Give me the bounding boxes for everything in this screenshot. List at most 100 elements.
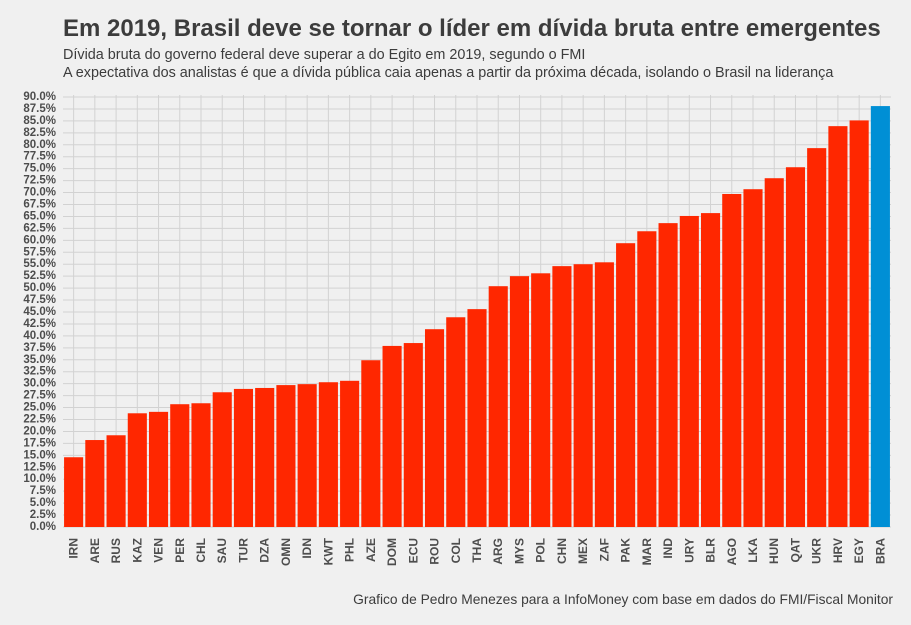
y-tick-label: 7.5% bbox=[30, 485, 56, 497]
y-tick-label: 0.0% bbox=[30, 521, 56, 533]
bar-DZA bbox=[255, 387, 275, 527]
bar-SAU bbox=[212, 392, 232, 527]
x-tick-label-BLR: BLR bbox=[704, 538, 718, 563]
x-tick-label-MYS: MYS bbox=[512, 538, 526, 564]
bar-MYS bbox=[509, 276, 530, 527]
bar-MEX bbox=[573, 264, 593, 527]
bar-VEN bbox=[148, 411, 169, 527]
x-tick-label-LKA: LKA bbox=[746, 538, 760, 563]
y-tick-label: 60.0% bbox=[23, 234, 56, 246]
bar-DOM bbox=[382, 345, 402, 527]
bar-ARG bbox=[488, 286, 508, 527]
x-tick-label-ROU: ROU bbox=[428, 538, 442, 565]
bar-IDN bbox=[297, 384, 317, 527]
x-tick-label-THA: THA bbox=[470, 538, 484, 563]
y-tick-label: 35.0% bbox=[23, 354, 56, 366]
bar-HUN bbox=[764, 178, 784, 527]
y-tick-label: 57.5% bbox=[23, 246, 56, 258]
bar-RUS bbox=[106, 435, 126, 527]
y-tick-label: 30.0% bbox=[23, 378, 56, 390]
x-tick-label-HRV: HRV bbox=[831, 538, 845, 563]
bar-POL bbox=[531, 273, 551, 527]
x-tick-label-TUR: TUR bbox=[236, 538, 250, 563]
y-tick-label: 42.5% bbox=[23, 318, 56, 330]
y-tick-label: 25.0% bbox=[23, 402, 56, 414]
x-tick-label-POL: POL bbox=[534, 538, 548, 563]
y-axis-tick-labels: 0.0%2.5%5.0%7.5%10.0%12.5%15.0%17.5%20.0… bbox=[23, 91, 56, 533]
x-tick-label-HUN: HUN bbox=[767, 538, 781, 564]
x-tick-label-AZE: AZE bbox=[364, 538, 378, 562]
x-tick-label-PER: PER bbox=[173, 538, 187, 563]
y-tick-label: 62.5% bbox=[23, 222, 56, 234]
y-tick-label: 70.0% bbox=[23, 187, 56, 199]
y-tick-label: 77.5% bbox=[23, 151, 56, 163]
y-tick-label: 50.0% bbox=[23, 282, 56, 294]
bar-BRA bbox=[870, 106, 890, 528]
x-tick-label-SAU: SAU bbox=[215, 538, 229, 563]
x-tick-label-CHN: CHN bbox=[555, 538, 569, 564]
chart-title: Em 2019, Brasil deve se tornar o líder e… bbox=[63, 15, 881, 42]
y-tick-label: 80.0% bbox=[23, 139, 56, 151]
y-tick-label: 82.5% bbox=[23, 127, 56, 139]
y-tick-label: 67.5% bbox=[23, 199, 56, 211]
x-tick-label-QAT: QAT bbox=[788, 537, 802, 562]
x-tick-label-URY: URY bbox=[682, 538, 696, 563]
y-tick-label: 22.5% bbox=[23, 414, 56, 426]
y-tick-label: 40.0% bbox=[23, 330, 56, 342]
y-tick-label: 75.0% bbox=[23, 163, 56, 175]
bar-EGY bbox=[849, 120, 869, 528]
x-tick-label-RUS: RUS bbox=[109, 538, 123, 563]
x-tick-label-MEX: MEX bbox=[576, 538, 590, 564]
x-tick-label-MAR: MAR bbox=[640, 538, 654, 566]
bar-PAK bbox=[616, 243, 636, 527]
x-tick-label-PAK: PAK bbox=[619, 538, 633, 563]
x-tick-label-COL: COL bbox=[449, 538, 463, 563]
y-tick-label: 15.0% bbox=[23, 449, 56, 461]
chart-subtitle-line-1: Dívida bruta do governo federal deve sup… bbox=[63, 47, 585, 63]
bar-TUR bbox=[233, 388, 254, 527]
bar-KWT bbox=[318, 382, 338, 527]
bar-ARE bbox=[85, 440, 105, 527]
y-tick-label: 27.5% bbox=[23, 390, 56, 402]
x-tick-label-IRN: IRN bbox=[67, 538, 81, 559]
bar-ZAF bbox=[594, 262, 614, 527]
y-tick-label: 2.5% bbox=[30, 509, 56, 521]
y-tick-label: 87.5% bbox=[23, 103, 56, 115]
y-tick-label: 55.0% bbox=[23, 258, 56, 270]
y-tick-label: 5.0% bbox=[30, 497, 56, 509]
x-tick-label-ECU: ECU bbox=[406, 538, 420, 563]
y-tick-label: 37.5% bbox=[23, 342, 56, 354]
x-tick-label-ARE: ARE bbox=[88, 538, 102, 563]
y-tick-label: 32.5% bbox=[23, 366, 56, 378]
x-tick-label-OMN: OMN bbox=[279, 538, 293, 566]
x-tick-label-ZAF: ZAF bbox=[597, 538, 611, 561]
bar-CHL bbox=[191, 403, 211, 527]
y-tick-label: 72.5% bbox=[23, 175, 56, 187]
bar-HRV bbox=[828, 126, 848, 528]
x-tick-label-ARG: ARG bbox=[491, 538, 505, 565]
bar-CHN bbox=[552, 266, 572, 527]
x-tick-label-VEN: VEN bbox=[152, 538, 166, 563]
bar-IRN bbox=[64, 457, 84, 527]
x-tick-label-KWT: KWT bbox=[321, 537, 335, 565]
bar-AGO bbox=[722, 193, 742, 527]
bar-KAZ bbox=[127, 413, 147, 527]
bar-IND bbox=[658, 223, 678, 527]
x-tick-label-BRA: BRA bbox=[873, 538, 887, 564]
bar-BLR bbox=[700, 213, 721, 527]
y-tick-label: 52.5% bbox=[23, 270, 56, 282]
bar-QAT bbox=[785, 167, 806, 527]
x-tick-label-KAZ: KAZ bbox=[130, 538, 144, 563]
bar-THA bbox=[467, 309, 487, 527]
y-tick-label: 17.5% bbox=[23, 437, 56, 449]
bar-ROU bbox=[424, 329, 445, 527]
x-tick-label-IDN: IDN bbox=[300, 538, 314, 559]
bar-MAR bbox=[637, 231, 657, 527]
x-tick-label-DZA: DZA bbox=[258, 538, 272, 563]
x-tick-label-EGY: EGY bbox=[852, 538, 866, 563]
y-tick-label: 90.0% bbox=[23, 91, 56, 103]
x-tick-label-UKR: UKR bbox=[810, 538, 824, 564]
y-tick-label: 12.5% bbox=[23, 461, 56, 473]
x-tick-label-CHL: CHL bbox=[194, 538, 208, 563]
